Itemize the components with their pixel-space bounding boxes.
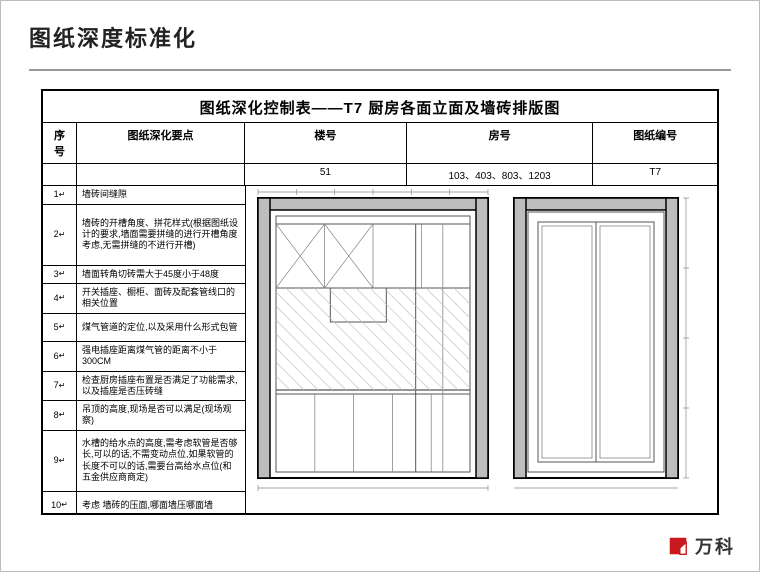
document-frame: 图纸深化控制表——T7 厨房各面立面及墙砖排版图 序号 图纸深化要点 楼号 房号… (41, 89, 719, 515)
elevation-drawings (245, 186, 717, 515)
row-text: 墙面转角切砖需大于45度小于48度 (77, 266, 245, 284)
title-underline (29, 69, 731, 71)
table-row: 4↵开关插座、橱柜、面砖及配套管线口的相关位置 (43, 284, 245, 314)
row-text: 强电插座距离煤气管的距离不小于300CM (77, 342, 245, 371)
table-row: 7↵检查厨房插座布置是否满足了功能需求,以及插座是否压砖缝 (43, 372, 245, 402)
value-drawing: T7 (593, 164, 717, 185)
slide-title: 图纸深度标准化 (29, 21, 731, 53)
value-seq-blank (43, 164, 77, 185)
brand-footer: 万科 (667, 533, 735, 559)
row-seq: 6↵ (43, 342, 77, 371)
table-row: 5↵煤气管道的定位,以及采用什么形式包管 (43, 314, 245, 343)
row-text: 水槽的给水点的高度,需考虑软管是否够长,可以的话,不需变动点位,如果软管的长度不… (77, 431, 245, 491)
vanke-logo-icon (667, 535, 689, 557)
table-row: 3↵墙面转角切砖需大于45度小于48度 (43, 266, 245, 285)
row-seq: 7↵ (43, 372, 77, 401)
slide-title-bar: 图纸深度标准化 (1, 1, 759, 63)
table-value-row: 51 103、403、803、1203 T7 (43, 163, 717, 185)
col-header-seq: 序号 (43, 123, 77, 163)
elevation-svg (246, 186, 706, 515)
row-text: 墙砖间缝隙 (77, 186, 245, 204)
row-seq: 8↵ (43, 401, 77, 430)
row-seq: 9↵ (43, 431, 77, 491)
row-text: 开关插座、橱柜、面砖及配套管线口的相关位置 (77, 284, 245, 313)
row-text: 煤气管道的定位,以及采用什么形式包管 (77, 314, 245, 342)
row-seq: 5↵ (43, 314, 77, 342)
row-seq: 3↵ (43, 266, 77, 284)
row-text: 检查厨房插座布置是否满足了功能需求,以及插座是否压砖缝 (77, 372, 245, 401)
col-header-building: 楼号 (245, 123, 407, 163)
value-room: 103、403、803、1203 (407, 164, 594, 185)
table-row: 6↵强电插座距离煤气管的距离不小于300CM (43, 342, 245, 372)
brand-name: 万科 (695, 533, 735, 559)
table-row: 8↵吊顶的高度,现场是否可以满足(现场观察) (43, 401, 245, 431)
body-row: 1↵墙砖间缝隙2↵墙砖的开槽角度、拼花样式(根据图纸设计的要求,墙面需要拼缝的进… (43, 185, 717, 515)
row-text: 考虑 墙砖的压面,哪面墙压哪面墙 (77, 492, 245, 516)
col-header-point: 图纸深化要点 (77, 123, 245, 163)
col-header-room: 房号 (407, 123, 594, 163)
col-header-drawing: 图纸编号 (593, 123, 717, 163)
table-row: 10↵考虑 墙砖的压面,哪面墙压哪面墙 (43, 492, 245, 516)
value-building: 51 (245, 164, 407, 185)
table-row: 9↵水槽的给水点的高度,需考虑软管是否够长,可以的话,不需变动点位,如果软管的长… (43, 431, 245, 492)
slide: 图纸深度标准化 图纸深化控制表——T7 厨房各面立面及墙砖排版图 序号 图纸深化… (0, 0, 760, 572)
row-text: 墙砖的开槽角度、拼花样式(根据图纸设计的要求,墙面需要拼缝的进行开槽角度考虑,无… (77, 205, 245, 265)
value-point-blank (77, 164, 245, 185)
row-seq: 2↵ (43, 205, 77, 265)
row-text: 吊顶的高度,现场是否可以满足(现场观察) (77, 401, 245, 430)
table-header-row: 序号 图纸深化要点 楼号 房号 图纸编号 (43, 122, 717, 163)
table-row: 1↵墙砖间缝隙 (43, 186, 245, 205)
row-seq: 1↵ (43, 186, 77, 204)
row-seq: 10↵ (43, 492, 77, 516)
table-row: 2↵墙砖的开槽角度、拼花样式(根据图纸设计的要求,墙面需要拼缝的进行开槽角度考虑… (43, 205, 245, 266)
document-title: 图纸深化控制表——T7 厨房各面立面及墙砖排版图 (43, 91, 717, 122)
points-table: 1↵墙砖间缝隙2↵墙砖的开槽角度、拼花样式(根据图纸设计的要求,墙面需要拼缝的进… (43, 186, 245, 515)
row-seq: 4↵ (43, 284, 77, 313)
